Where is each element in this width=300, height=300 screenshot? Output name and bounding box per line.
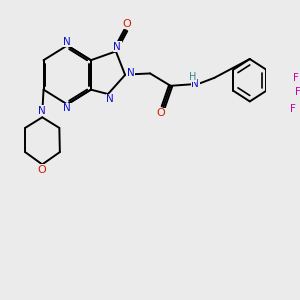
Text: O: O <box>38 165 46 175</box>
Text: O: O <box>123 19 132 29</box>
Text: N: N <box>38 106 46 116</box>
Text: N: N <box>113 42 121 52</box>
Text: F: F <box>290 104 296 114</box>
Text: H: H <box>189 72 196 82</box>
Text: N: N <box>191 79 199 89</box>
Text: F: F <box>293 74 299 83</box>
Text: N: N <box>106 94 114 104</box>
Text: O: O <box>157 109 166 118</box>
Text: F: F <box>295 87 300 97</box>
Text: N: N <box>127 68 135 78</box>
Text: N: N <box>63 37 71 46</box>
Text: N: N <box>63 103 71 113</box>
